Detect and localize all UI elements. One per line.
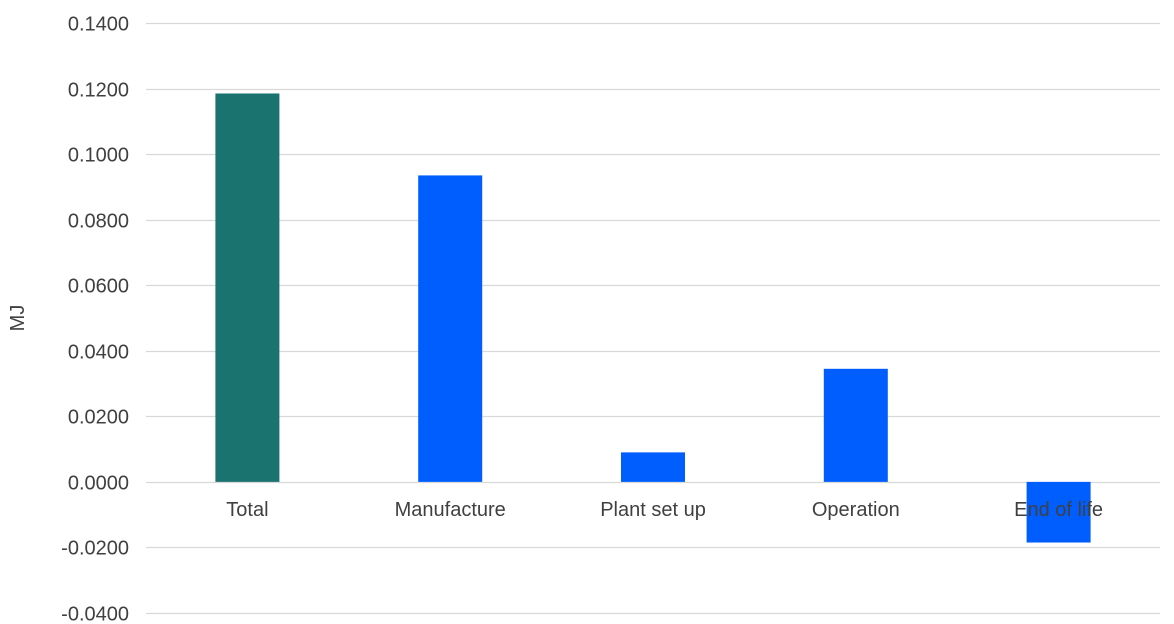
y-axis-tick-labels: 0.1400 0.1200 0.1000 0.0800 0.0600 0.0400 0.02…	[61, 14, 129, 624]
x-category-label: Total	[226, 499, 268, 521]
y-tick-label: 0.0800	[68, 211, 129, 233]
bar-total	[215, 93, 280, 482]
y-tick-label: 0.1000	[68, 145, 129, 167]
y-axis-title: MJ	[7, 305, 29, 332]
gridlines	[146, 22, 1160, 615]
y-tick-label: 0.1200	[68, 80, 129, 102]
y-tick-label: -0.0200	[61, 538, 129, 560]
y-tick-label: 0.0600	[68, 276, 129, 298]
bar-end-of-life	[1026, 481, 1091, 543]
x-category-label: Manufacture	[395, 499, 506, 521]
y-tick-label: 0.0000	[68, 473, 129, 495]
y-tick-label: -0.0400	[61, 604, 129, 624]
bar-manufacture	[418, 175, 483, 482]
y-tick-label: 0.0400	[68, 342, 129, 364]
y-tick-label: 0.1400	[68, 14, 129, 36]
x-axis-category-labels: Total Manufacture Plant set up Operation End…	[226, 499, 1103, 521]
y-tick-label: 0.0200	[68, 407, 129, 429]
x-category-label: Operation	[812, 499, 900, 521]
bar-plant-set-up	[621, 452, 685, 482]
x-category-label: Plant set up	[600, 499, 706, 521]
x-category-label: End of life	[1014, 499, 1103, 521]
bar-operation	[823, 368, 888, 482]
bars	[215, 93, 1091, 543]
